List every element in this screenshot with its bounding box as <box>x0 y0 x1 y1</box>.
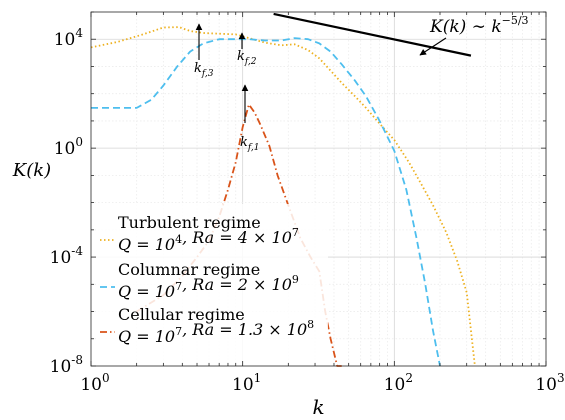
slope-annotation-text: K(k) ∼ k <box>429 17 502 37</box>
y-tick-label-exponent: 0 <box>75 135 83 149</box>
y-tick-label-base: 10 <box>50 248 72 268</box>
x-tick-label-exponent: 2 <box>405 371 413 385</box>
legend-exponent: 8 <box>307 318 314 331</box>
y-tick-label-exponent: -4 <box>71 244 83 258</box>
y-tick-label-exponent: 4 <box>75 26 83 40</box>
y-tick-label: 100 <box>54 135 83 159</box>
slope-annotation-arrow <box>419 37 447 56</box>
x-tick-label-exponent: 1 <box>254 371 262 385</box>
y-tick-label: 104 <box>54 26 84 50</box>
x-tick-label: 102 <box>384 371 413 395</box>
x-tick-label-exponent: 0 <box>102 371 110 385</box>
kf-label-subscript: f,2 <box>244 57 257 67</box>
legend-text: , Ra = 2 × 10 <box>182 275 292 294</box>
x-tick-label-base: 10 <box>384 375 406 395</box>
legend-entry-name: Turbulent regime <box>118 213 261 232</box>
kf-label-main: k <box>237 49 245 64</box>
x-tick-label: 100 <box>80 371 109 395</box>
y-tick-label-base: 10 <box>54 139 76 159</box>
x-tick-label: 103 <box>535 371 564 395</box>
legend-text: Q = 10 <box>118 327 175 346</box>
legend-exponent: 7 <box>292 226 299 239</box>
x-tick-label-exponent: 3 <box>557 371 565 385</box>
legend-text: , Ra = 4 × 10 <box>182 228 292 247</box>
y-tick-label-base: 10 <box>50 357 72 377</box>
legend-parameters: Q = 107, Ra = 1.3 × 108 <box>118 318 314 346</box>
x-tick-label-base: 10 <box>535 375 557 395</box>
legend-text: , Ra = 1.3 × 10 <box>182 320 307 339</box>
y-tick-label: 10-4 <box>50 244 84 268</box>
legend-parameters: Q = 104, Ra = 4 × 107 <box>118 226 299 254</box>
kf-label: kf,2 <box>237 49 257 67</box>
series-line-1 <box>90 26 476 367</box>
annotations-group: K(k) ∼ k−5/3kf,3kf,2kf,1 <box>194 12 529 153</box>
slope-annotation-label: K(k) ∼ k−5/3 <box>429 14 529 37</box>
x-tick-label-base: 10 <box>80 375 102 395</box>
legend-entry-name: Cellular regime <box>118 305 245 324</box>
legend-text: Q = 10 <box>118 235 175 254</box>
kf-label: kf,3 <box>194 61 214 79</box>
slope-annotation-exponent: −5/3 <box>502 14 529 27</box>
y-axis-label: K(k) <box>12 160 51 181</box>
kf-label-main: k <box>240 135 248 150</box>
slope-reference-line <box>273 12 472 57</box>
plot-frame <box>90 11 547 367</box>
y-tick-label: 10-8 <box>50 353 83 377</box>
axis-labels-group: k K(k) <box>12 160 325 419</box>
kf-label: kf,1 <box>240 135 260 153</box>
y-tick-label-base: 10 <box>54 30 76 50</box>
legend-text: Q = 10 <box>118 282 175 301</box>
x-axis-label: k <box>312 395 324 419</box>
legend-background <box>96 204 328 361</box>
x-tick-label-base: 10 <box>232 375 254 395</box>
legend-exponent: 9 <box>292 273 299 286</box>
legend-exponent: 7 <box>175 280 182 293</box>
kf-label-subscript: f,3 <box>201 69 214 79</box>
y-tick-label-exponent: -8 <box>71 353 83 367</box>
legend-exponent: 4 <box>175 233 182 246</box>
kf-label-subscript: f,1 <box>247 143 260 153</box>
legend-exponent: 7 <box>175 325 182 338</box>
x-tick-label: 101 <box>232 371 261 395</box>
series-line-2 <box>91 37 441 367</box>
legend-entry-name: Columnar regime <box>118 260 260 279</box>
kf-label-main: k <box>194 61 202 76</box>
legend-parameters: Q = 107, Ra = 2 × 109 <box>118 273 299 301</box>
